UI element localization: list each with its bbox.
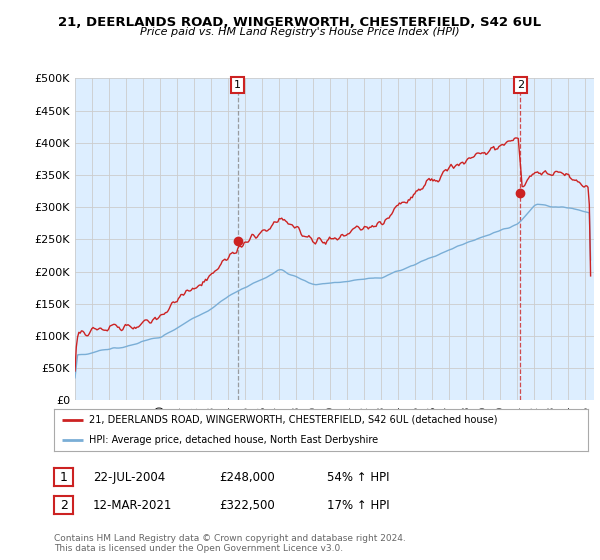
- Text: 17% ↑ HPI: 17% ↑ HPI: [327, 498, 389, 512]
- Text: 1: 1: [234, 80, 241, 90]
- Text: £248,000: £248,000: [219, 470, 275, 484]
- Text: 2: 2: [59, 498, 68, 512]
- Text: HPI: Average price, detached house, North East Derbyshire: HPI: Average price, detached house, Nort…: [89, 435, 378, 445]
- Text: 21, DEERLANDS ROAD, WINGERWORTH, CHESTERFIELD, S42 6UL (detached house): 21, DEERLANDS ROAD, WINGERWORTH, CHESTER…: [89, 415, 497, 424]
- Text: Price paid vs. HM Land Registry's House Price Index (HPI): Price paid vs. HM Land Registry's House …: [140, 27, 460, 37]
- Text: 12-MAR-2021: 12-MAR-2021: [93, 498, 172, 512]
- Text: 1: 1: [59, 470, 68, 484]
- Text: 21, DEERLANDS ROAD, WINGERWORTH, CHESTERFIELD, S42 6UL: 21, DEERLANDS ROAD, WINGERWORTH, CHESTER…: [58, 16, 542, 29]
- Text: Contains HM Land Registry data © Crown copyright and database right 2024.
This d: Contains HM Land Registry data © Crown c…: [54, 534, 406, 553]
- Text: 54% ↑ HPI: 54% ↑ HPI: [327, 470, 389, 484]
- Text: £322,500: £322,500: [219, 498, 275, 512]
- Text: 22-JUL-2004: 22-JUL-2004: [93, 470, 165, 484]
- Text: 2: 2: [517, 80, 524, 90]
